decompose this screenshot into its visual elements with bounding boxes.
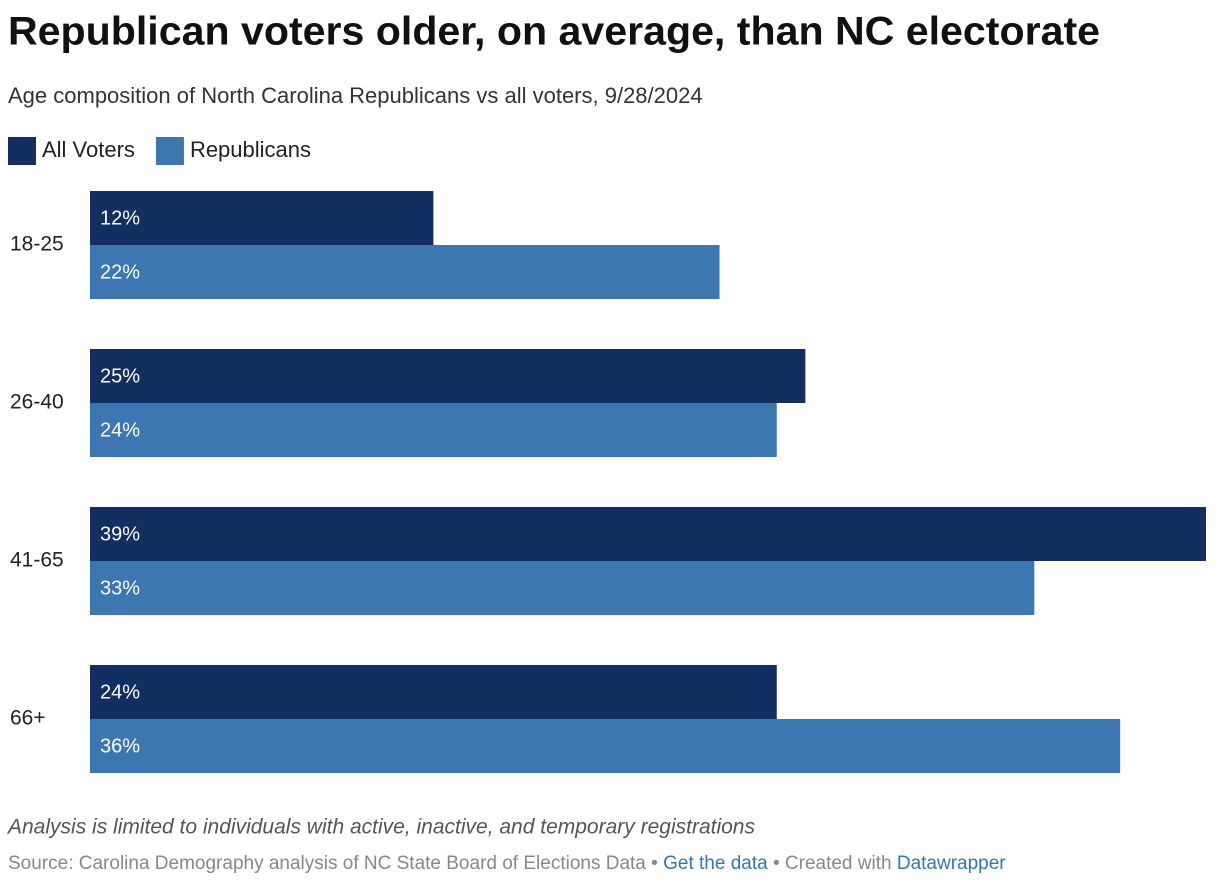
- value-label: 39%: [100, 523, 140, 545]
- bar: [90, 403, 777, 457]
- separator: •: [651, 853, 658, 874]
- value-label: 12%: [100, 207, 140, 229]
- chart-title: Republican voters older, on average, tha…: [8, 10, 1100, 54]
- value-label: 22%: [100, 261, 140, 283]
- value-label: 25%: [100, 365, 140, 387]
- note: Analysis is limited to individuals with …: [6, 816, 755, 839]
- bar: [90, 507, 1206, 561]
- bar: [90, 561, 1035, 615]
- get-data-link[interactable]: Get the data: [663, 853, 768, 874]
- legend-label: Republicans: [190, 137, 311, 162]
- value-label: 24%: [100, 681, 140, 703]
- value-label: 36%: [100, 735, 140, 757]
- bar: [90, 719, 1121, 773]
- legend-swatch: [155, 137, 184, 165]
- bar: [90, 245, 720, 299]
- legend-swatch: [8, 137, 36, 165]
- category-label: 66+: [10, 707, 46, 730]
- source-line: Source: Carolina Demography analysis of …: [8, 853, 1006, 874]
- bar: [90, 349, 806, 403]
- value-label: 24%: [100, 419, 140, 441]
- created-with: Created with: [785, 853, 892, 874]
- legend-label: All Voters: [42, 137, 135, 162]
- bar: [90, 665, 777, 719]
- category-label: 41-65: [10, 549, 64, 572]
- source: Source: Carolina Demography analysis of …: [8, 853, 646, 874]
- category-label: 18-25: [10, 233, 64, 256]
- category-label: 26-40: [10, 391, 64, 414]
- bar: [90, 191, 434, 245]
- chart-subtitle: Age composition of North Carolina Republ…: [8, 83, 703, 108]
- tool-link[interactable]: Datawrapper: [897, 853, 1006, 874]
- separator: •: [773, 853, 780, 874]
- value-label: 33%: [100, 577, 140, 599]
